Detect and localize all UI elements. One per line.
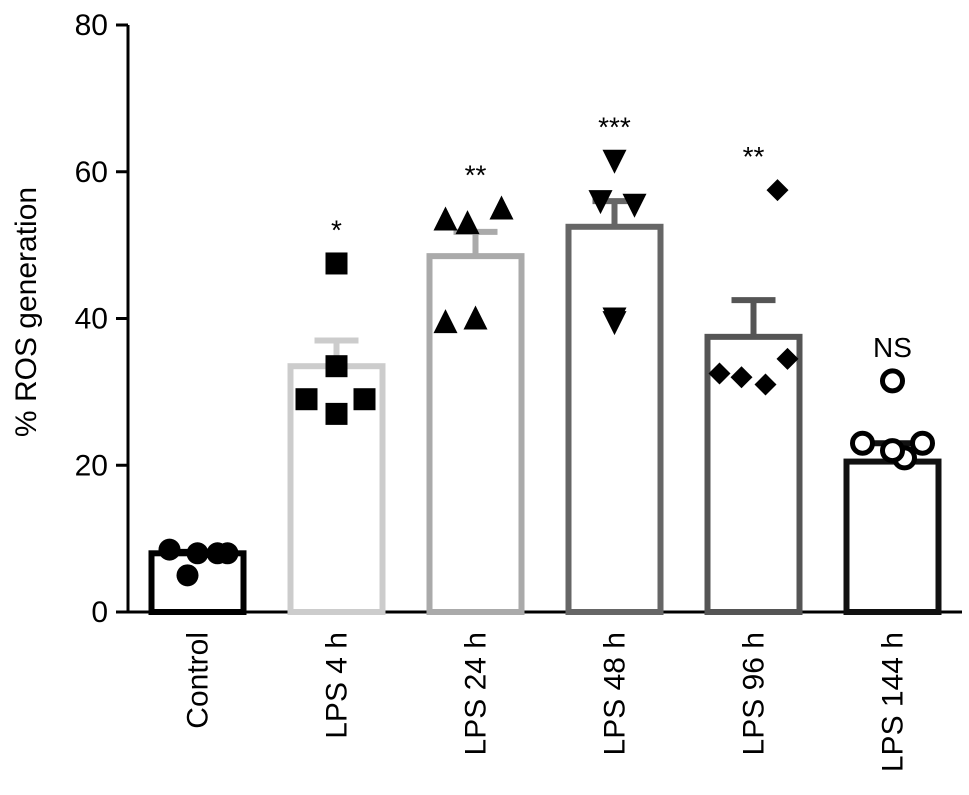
data-point — [880, 438, 905, 464]
data-point — [708, 362, 731, 385]
data-point — [433, 206, 458, 231]
y-tick-label: 20 — [75, 449, 108, 482]
data-points-group — [158, 149, 935, 587]
x-tick-labels-group: Control LPS 4 h LPS 24 h LPS 48 h LPS 96 h LP… — [182, 632, 910, 772]
data-point — [588, 190, 613, 215]
x-tick-label: Control — [182, 632, 215, 729]
significance-label: ** — [465, 159, 487, 190]
data-point — [325, 252, 348, 275]
y-tick-label: 0 — [91, 596, 108, 629]
y-tick-label: 60 — [75, 156, 108, 189]
data-point — [489, 195, 514, 220]
data-point — [880, 368, 905, 394]
bar-lps-48-h — [565, 223, 664, 615]
bar-lps-96-h — [704, 333, 803, 615]
data-point — [463, 305, 488, 330]
x-tick-label: LPS 144 h — [877, 632, 910, 772]
significance-label: NS — [873, 332, 912, 363]
data-point — [325, 355, 348, 378]
x-tick-label: LPS 96 h — [738, 632, 771, 755]
data-point — [622, 193, 647, 218]
y-axis-title: % ROS generation — [10, 187, 43, 437]
bar-lps-144-h — [843, 458, 942, 615]
data-point — [158, 538, 181, 561]
data-point — [433, 309, 458, 334]
significance-labels-group: ********NS — [331, 112, 912, 363]
data-point — [216, 542, 239, 565]
data-point — [455, 210, 480, 235]
significance-label: ** — [743, 141, 765, 172]
x-tick-label: LPS 24 h — [460, 632, 493, 755]
data-point — [295, 388, 318, 411]
data-point — [176, 564, 199, 587]
x-tick-label: LPS 48 h — [599, 632, 632, 755]
data-point — [766, 179, 789, 202]
data-point — [850, 430, 875, 456]
x-tick-label: LPS 4 h — [321, 632, 354, 739]
significance-label: *** — [598, 112, 631, 143]
data-point — [602, 311, 627, 336]
significance-label: * — [331, 214, 342, 245]
data-point — [353, 388, 376, 411]
data-point — [730, 366, 753, 389]
data-point — [754, 373, 777, 396]
y-tick-label: 80 — [75, 9, 108, 42]
data-point — [776, 347, 799, 370]
bars-group — [148, 223, 942, 615]
data-point — [910, 430, 935, 456]
y-axis: 0 20 40 60 80 — [75, 9, 962, 629]
data-point — [325, 402, 348, 425]
data-point — [186, 542, 209, 565]
error-bars-group — [175, 198, 915, 555]
data-point — [602, 149, 627, 174]
y-tick-label: 40 — [75, 303, 108, 336]
